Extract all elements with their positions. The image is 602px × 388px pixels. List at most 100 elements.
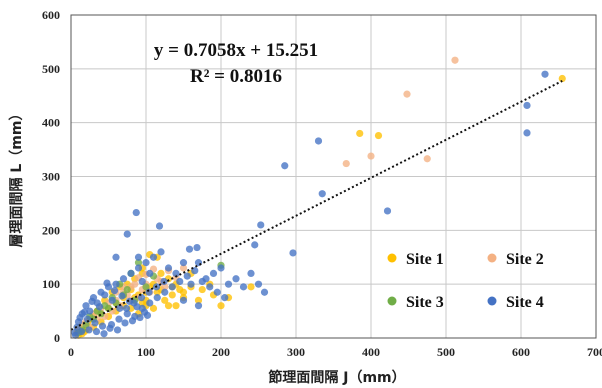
point-site-4-5: [318, 190, 326, 198]
point-site-4-90: [145, 288, 153, 296]
point-site-4-75: [113, 326, 122, 334]
point-site-1-37: [161, 296, 169, 304]
point-site-4-87: [122, 304, 131, 312]
point-site-4-95: [194, 302, 203, 310]
point-site-4-14: [251, 241, 259, 249]
point-site-4-28: [82, 302, 90, 310]
x-tick-label-4: 400: [362, 345, 380, 359]
point-site-4-60: [224, 280, 233, 288]
point-site-4-57: [202, 275, 210, 283]
point-site-4-83: [92, 327, 101, 336]
point-site-4-52: [179, 259, 188, 267]
point-site-2-18: [131, 280, 139, 288]
point-site-4-20: [142, 259, 150, 267]
point-site-4-22: [127, 269, 135, 277]
point-site-4-71: [83, 315, 92, 323]
point-site-4-67: [88, 297, 96, 305]
r-squared-label: R² = 0.8016: [190, 66, 282, 87]
point-site-4-23: [119, 275, 128, 283]
legend-marker-site-4: [487, 296, 497, 306]
point-site-4-53: [164, 264, 173, 272]
x-tick-label-0: 0: [68, 345, 74, 359]
point-site-4-17: [232, 275, 240, 283]
point-site-4-81: [77, 327, 86, 336]
point-site-4-46: [183, 272, 191, 280]
point-site-4-37: [116, 304, 124, 312]
point-site-4-1: [523, 101, 531, 110]
legend-label-site-3: Site 3: [406, 294, 444, 311]
x-tick-label-5: 500: [437, 345, 455, 359]
point-site-4-16: [247, 269, 255, 277]
point-site-4-8: [257, 221, 265, 229]
point-site-4-100: [146, 269, 154, 277]
y-tick-label-2: 200: [42, 223, 60, 237]
point-site-2-1: [403, 90, 411, 98]
x-tick-label-2: 200: [212, 345, 230, 359]
point-site-4-96: [179, 296, 188, 304]
point-site-4-78: [136, 313, 144, 322]
x-tick-label-1: 100: [137, 345, 155, 359]
point-site-3-3: [142, 283, 150, 291]
point-site-1-2: [374, 131, 383, 140]
point-site-4-69: [80, 308, 89, 316]
point-site-4-50: [213, 288, 221, 296]
point-site-2-22: [161, 283, 169, 291]
point-site-4-51: [221, 294, 229, 302]
legend-label-site-4: Site 4: [506, 294, 544, 311]
point-site-4-15: [260, 288, 269, 296]
legend-label-site-2: Site 2: [506, 251, 544, 268]
point-site-4-0: [541, 70, 549, 78]
point-site-1-6: [157, 269, 165, 277]
point-site-4-38: [123, 310, 131, 318]
point-site-4-79: [143, 311, 152, 319]
point-site-4-41: [146, 299, 154, 307]
point-site-4-44: [168, 283, 176, 291]
y-tick-label-3: 300: [42, 170, 60, 184]
legend-marker-site-3: [387, 296, 397, 306]
point-site-1-12: [217, 302, 225, 310]
point-site-4-10: [155, 222, 164, 230]
point-site-1-10: [198, 285, 206, 294]
point-site-4-85: [107, 320, 116, 329]
point-site-4-31: [73, 323, 81, 331]
point-site-4-59: [217, 264, 225, 272]
point-site-4-21: [134, 264, 143, 272]
point-site-2-4: [423, 155, 431, 163]
point-site-4-3: [314, 137, 323, 145]
point-site-4-55: [187, 280, 195, 288]
point-site-4-99: [138, 277, 146, 286]
legend-label-site-1: Site 1: [406, 251, 444, 268]
point-site-4-36: [108, 296, 116, 304]
point-site-4-42: [153, 294, 161, 302]
y-tick-label-0: 0: [54, 331, 60, 345]
axes: [70, 14, 597, 339]
point-site-4-92: [160, 277, 168, 286]
point-site-1-15: [149, 304, 158, 312]
point-site-1-14: [164, 302, 173, 310]
point-site-4-45: [176, 277, 184, 286]
y-tick-label-1: 100: [42, 277, 60, 291]
y-axis-title: 層理面間隔 L（mm）: [9, 107, 25, 248]
grid-lines: [70, 14, 597, 339]
point-site-4-62: [110, 287, 119, 295]
point-site-4-88: [130, 299, 138, 307]
point-site-4-49: [206, 283, 214, 291]
x-tick-label-6: 600: [512, 345, 530, 359]
point-site-4-7: [289, 249, 297, 257]
point-site-4-93: [254, 280, 263, 288]
point-site-4-18: [157, 248, 165, 256]
point-site-2-2: [367, 152, 375, 160]
point-site-4-68: [95, 303, 104, 311]
point-site-1-63: [138, 299, 146, 307]
point-site-4-24: [112, 280, 120, 288]
y-tick-label-6: 600: [42, 8, 60, 22]
x-axis-title: 節理面間隔 J（mm）: [268, 369, 405, 386]
point-site-4-19: [149, 253, 158, 261]
point-site-4-54: [172, 269, 180, 277]
point-site-4-12: [193, 243, 201, 252]
point-site-1-40: [194, 296, 203, 304]
x-tick-label-7: 700: [587, 345, 602, 359]
point-site-3-14: [123, 285, 131, 294]
point-site-4-13: [185, 245, 194, 253]
